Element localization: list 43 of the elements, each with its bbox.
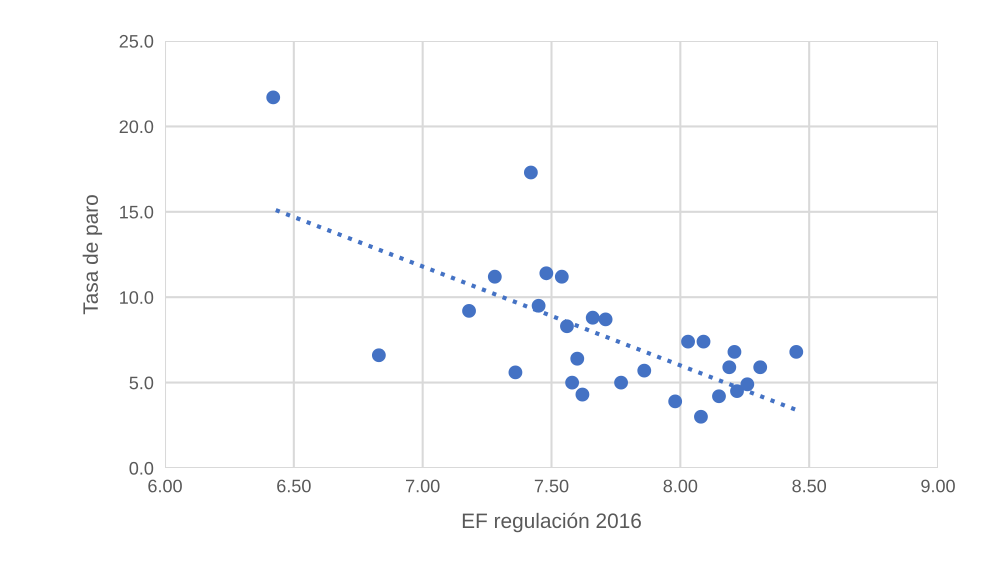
point: [637, 364, 652, 378]
x-tick-label: 7.00: [406, 480, 440, 492]
y-tick-label: 5.0: [130, 376, 154, 390]
x-tick-label: 8.50: [792, 480, 826, 492]
point: [728, 344, 742, 359]
point: [462, 304, 476, 318]
point: [614, 376, 628, 390]
point: [681, 334, 695, 349]
point: [539, 266, 554, 280]
y-axis-title: Tasa de paro: [82, 195, 102, 314]
y-tick-label: 10.0: [120, 291, 154, 304]
point: [570, 352, 584, 366]
point: [753, 360, 768, 374]
point: [668, 394, 682, 408]
point: [694, 410, 708, 424]
point: [730, 384, 744, 398]
point: [598, 312, 613, 326]
point: [532, 298, 546, 313]
x-tick-label: 6.00: [148, 480, 182, 492]
y-tick-label: 15.0: [120, 206, 154, 219]
x-tick-label: 7.50: [534, 480, 568, 492]
point: [740, 377, 754, 392]
point: [696, 334, 710, 349]
point: [488, 270, 502, 284]
point: [266, 90, 280, 104]
point: [586, 310, 600, 325]
x-axis-title: EF regulación 2016: [462, 512, 641, 532]
point: [722, 360, 736, 374]
x-tick-label: 6.50: [277, 480, 311, 492]
point: [576, 388, 590, 402]
x-tick-label: 8.00: [664, 480, 698, 492]
x-tick-label: 9.00: [921, 480, 955, 492]
point: [508, 365, 522, 380]
point: [524, 166, 538, 180]
point: [560, 319, 574, 334]
point: [554, 270, 569, 284]
point: [789, 344, 804, 359]
point: [712, 389, 726, 404]
y-tick-label: 25.0: [120, 34, 154, 48]
point: [372, 348, 386, 362]
y-tick-label: 20.0: [120, 120, 154, 134]
point: [565, 376, 580, 390]
y-tick-label: 0.0: [129, 462, 154, 475]
